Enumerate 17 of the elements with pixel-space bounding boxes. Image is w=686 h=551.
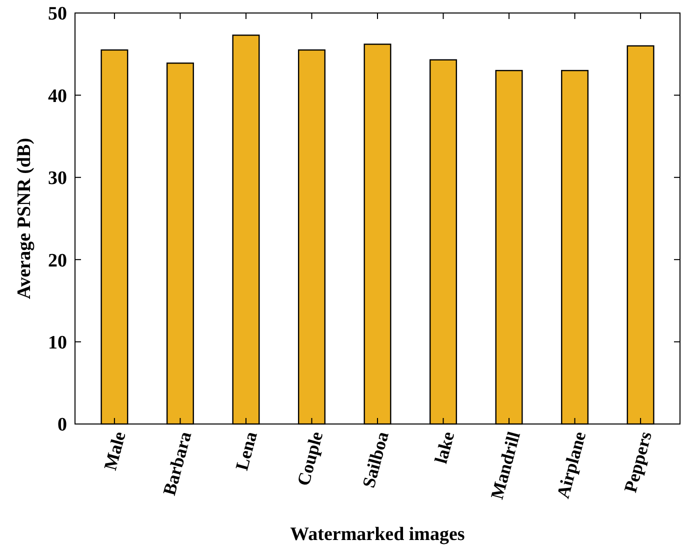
x-tick-label: Mandrill (486, 429, 524, 502)
x-tick-label: Lena (232, 429, 261, 472)
x-axis-title: Watermarked images (290, 524, 465, 545)
y-tick-label: 50 (48, 4, 67, 25)
x-tick-label: lake (430, 429, 458, 466)
y-tick-label: 20 (48, 250, 67, 272)
y-axis-title: Average PSNR (dB) (14, 138, 35, 300)
x-tick-label: Peppers (620, 429, 656, 495)
x-tick-label: Sailboa (358, 429, 392, 490)
y-tick-label: 10 (48, 332, 67, 354)
y-tick-label: 0 (58, 414, 67, 436)
y-tick-label: 30 (48, 168, 67, 190)
x-tick-label: Barbara (159, 429, 196, 498)
y-tick-label: 40 (48, 86, 67, 107)
x-tick-label: Airplane (552, 429, 590, 500)
x-tick-label: Male (100, 429, 130, 472)
x-tick-label: Couple (293, 429, 327, 488)
